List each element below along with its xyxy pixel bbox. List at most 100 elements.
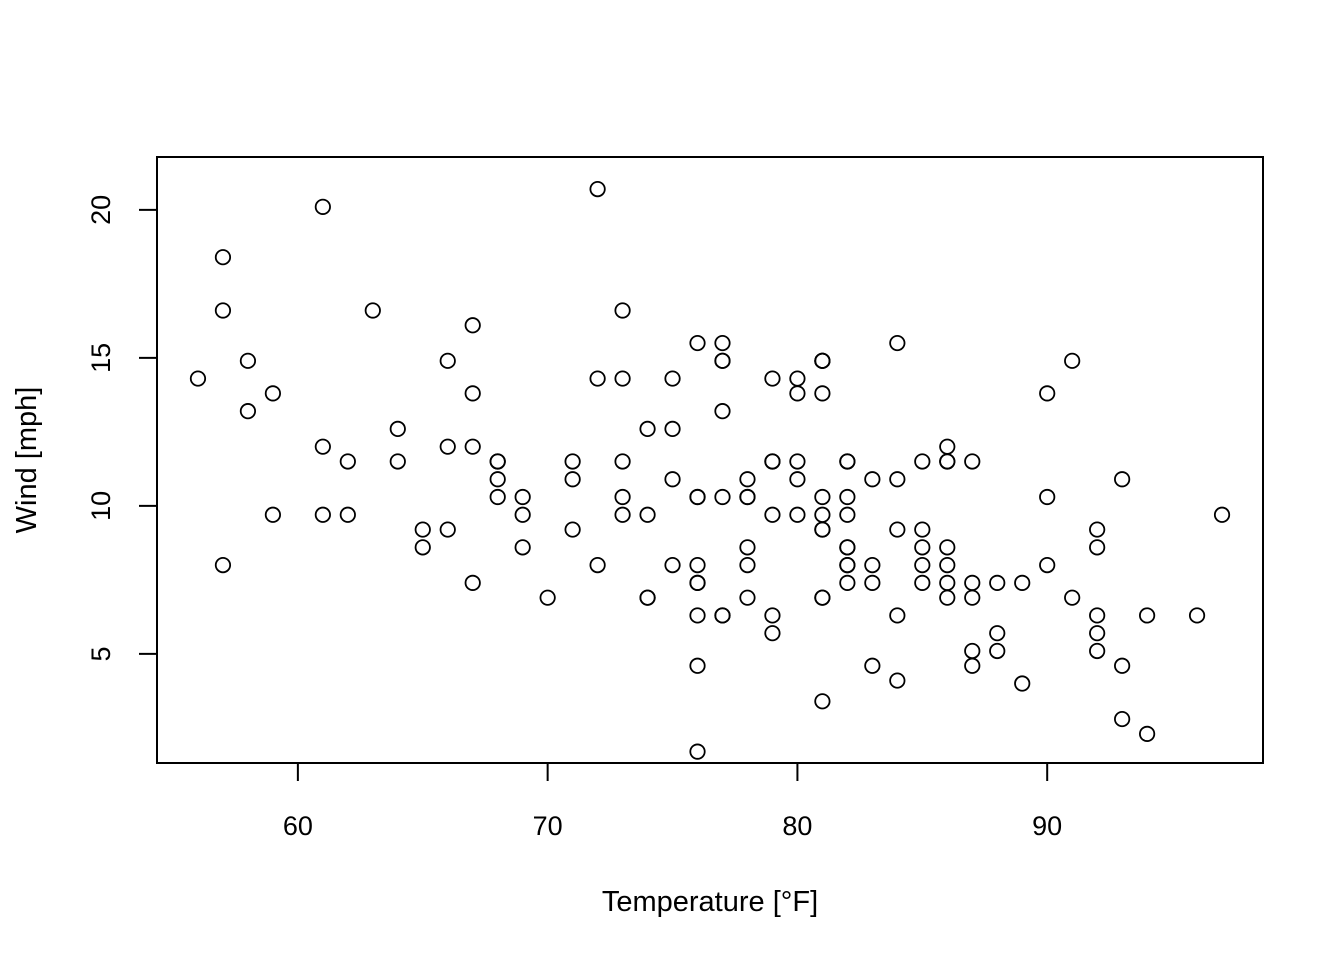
data-point xyxy=(789,471,806,488)
data-point xyxy=(639,420,656,438)
x-tick-label: 60 xyxy=(283,811,313,841)
data-point xyxy=(239,403,257,420)
data-point xyxy=(789,370,806,387)
data-point xyxy=(339,506,356,523)
data-point xyxy=(414,539,431,556)
data-point xyxy=(764,607,781,624)
data-point xyxy=(939,453,956,470)
data-point xyxy=(1089,521,1106,538)
data-point xyxy=(689,743,706,760)
data-point xyxy=(864,557,881,574)
data-point xyxy=(914,521,931,538)
data-point xyxy=(864,471,881,488)
data-point xyxy=(1014,574,1031,591)
data-point xyxy=(314,198,331,215)
data-point xyxy=(514,539,531,556)
data-point xyxy=(689,557,706,574)
data-point xyxy=(889,672,906,689)
data-point xyxy=(789,453,806,470)
data-point xyxy=(339,453,356,470)
data-point xyxy=(839,488,856,506)
data-points xyxy=(189,180,1231,760)
data-point xyxy=(739,488,756,506)
data-point xyxy=(789,506,806,523)
data-point xyxy=(264,506,281,523)
data-point xyxy=(614,302,631,319)
data-point xyxy=(1014,675,1031,692)
data-point xyxy=(214,302,232,319)
data-point xyxy=(889,521,906,538)
data-point xyxy=(314,506,331,523)
plot-box xyxy=(156,156,1264,764)
data-point xyxy=(864,657,881,674)
data-point xyxy=(814,352,831,369)
x-tick-label: 70 xyxy=(533,811,563,841)
data-point xyxy=(814,589,831,606)
data-point xyxy=(439,521,456,538)
data-point xyxy=(614,453,631,470)
data-point xyxy=(764,453,781,470)
data-point xyxy=(464,574,481,591)
data-point xyxy=(889,334,906,352)
data-point xyxy=(614,370,631,387)
y-tick-label: 15 xyxy=(86,343,116,373)
data-point xyxy=(689,488,706,506)
data-point xyxy=(664,420,681,438)
data-point xyxy=(714,403,731,420)
data-point xyxy=(189,370,207,387)
data-point xyxy=(914,539,931,556)
data-point xyxy=(689,607,706,624)
data-point xyxy=(539,589,556,606)
data-point xyxy=(464,317,481,334)
data-point xyxy=(389,453,406,470)
data-point xyxy=(1139,725,1156,742)
data-point xyxy=(1089,607,1106,624)
data-point xyxy=(1064,352,1081,369)
data-point xyxy=(664,370,681,387)
data-point xyxy=(364,302,381,319)
data-point xyxy=(264,385,281,402)
data-point xyxy=(1089,642,1106,660)
data-point xyxy=(964,453,981,470)
data-point xyxy=(1114,657,1131,674)
x-tick-label: 80 xyxy=(782,811,812,841)
y-tick-label: 10 xyxy=(86,491,116,521)
data-point xyxy=(564,453,581,470)
data-point xyxy=(564,521,581,538)
data-point xyxy=(1039,385,1056,402)
data-point xyxy=(939,589,956,606)
data-point xyxy=(964,642,981,660)
data-point xyxy=(1213,506,1231,523)
data-point xyxy=(514,488,531,506)
data-point xyxy=(814,693,831,710)
data-point xyxy=(714,488,731,506)
data-point xyxy=(664,471,681,488)
data-point xyxy=(914,557,931,574)
data-point xyxy=(514,506,531,523)
data-point xyxy=(1064,589,1081,606)
data-point xyxy=(689,334,706,352)
data-point xyxy=(1188,607,1206,624)
data-point xyxy=(789,385,806,402)
data-point xyxy=(739,589,756,606)
data-point xyxy=(1114,710,1131,728)
data-point xyxy=(914,453,931,470)
data-point xyxy=(389,420,406,438)
data-point xyxy=(714,352,731,369)
data-point xyxy=(939,557,956,574)
data-point xyxy=(589,180,606,198)
data-point xyxy=(839,574,856,591)
data-point xyxy=(939,574,956,591)
data-point xyxy=(1089,625,1106,642)
data-point xyxy=(239,352,257,369)
data-point xyxy=(489,471,506,488)
data-point xyxy=(589,557,606,574)
data-point xyxy=(714,607,731,624)
data-point xyxy=(564,471,581,488)
data-point xyxy=(589,370,606,387)
data-point xyxy=(914,574,931,591)
data-point xyxy=(764,625,781,642)
data-point xyxy=(464,385,481,402)
data-point xyxy=(489,453,506,470)
